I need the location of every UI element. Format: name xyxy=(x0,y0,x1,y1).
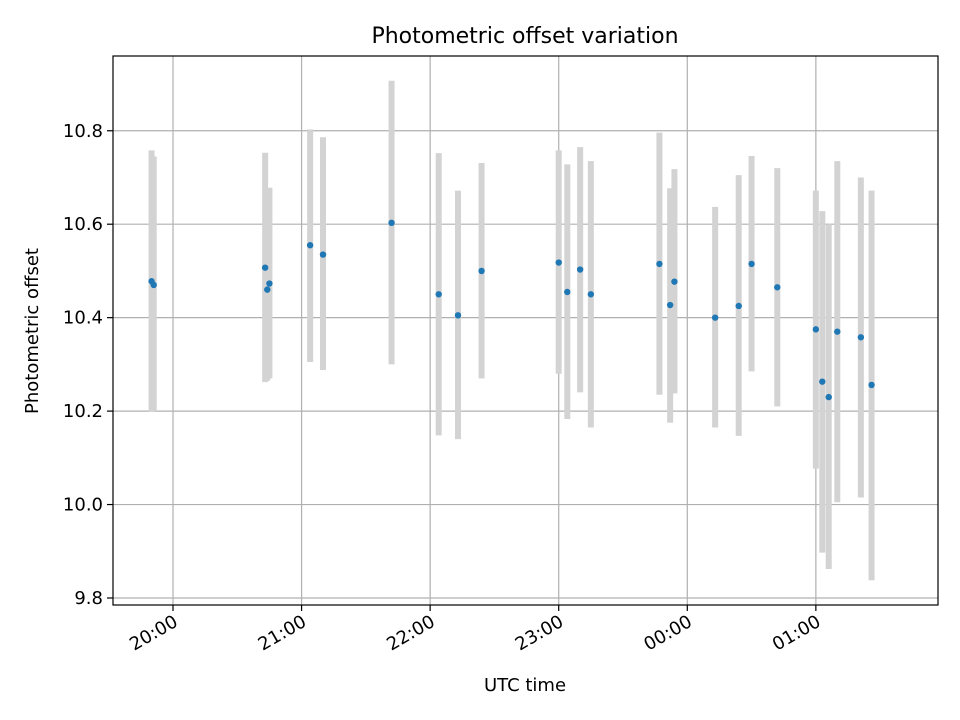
y-tick-label: 10.6 xyxy=(63,214,103,235)
data-point xyxy=(711,314,719,321)
data-point xyxy=(454,312,462,319)
grid xyxy=(113,56,938,605)
y-tick-label: 10.2 xyxy=(63,401,103,422)
data-point xyxy=(261,264,269,271)
data-point xyxy=(834,328,841,335)
y-axis-label: Photometric offset xyxy=(22,248,43,414)
data-points xyxy=(148,219,875,401)
data-point xyxy=(306,242,314,249)
data-point xyxy=(576,266,584,273)
chart-title: Photometric offset variation xyxy=(371,24,678,49)
data-point xyxy=(564,288,571,296)
data-point xyxy=(478,267,485,275)
data-point xyxy=(671,278,678,285)
data-point xyxy=(388,219,395,227)
data-point xyxy=(812,326,820,333)
data-point xyxy=(319,251,327,258)
data-point xyxy=(264,286,271,293)
data-point xyxy=(555,259,562,266)
data-point xyxy=(656,260,663,268)
data-point xyxy=(819,378,826,385)
y-tick-label: 10.4 xyxy=(63,308,103,329)
data-point xyxy=(735,302,742,310)
data-point xyxy=(666,301,674,309)
data-point xyxy=(857,334,865,341)
data-point xyxy=(587,291,595,298)
data-point xyxy=(266,280,273,287)
data-point xyxy=(435,291,442,298)
data-point xyxy=(748,260,755,268)
y-axis: 9.8 10.0 10.2 10.4 10.6 10.8 xyxy=(63,121,113,609)
data-point xyxy=(825,393,832,401)
y-tick-label: 10.8 xyxy=(63,121,103,142)
plot-frame xyxy=(112,55,939,606)
y-tick-label: 10.0 xyxy=(63,495,103,516)
x-axis-label: UTC time xyxy=(484,675,566,696)
data-point xyxy=(868,381,875,389)
y-tick-label: 9.8 xyxy=(74,588,103,609)
data-point xyxy=(150,281,157,289)
data-point xyxy=(774,284,781,291)
